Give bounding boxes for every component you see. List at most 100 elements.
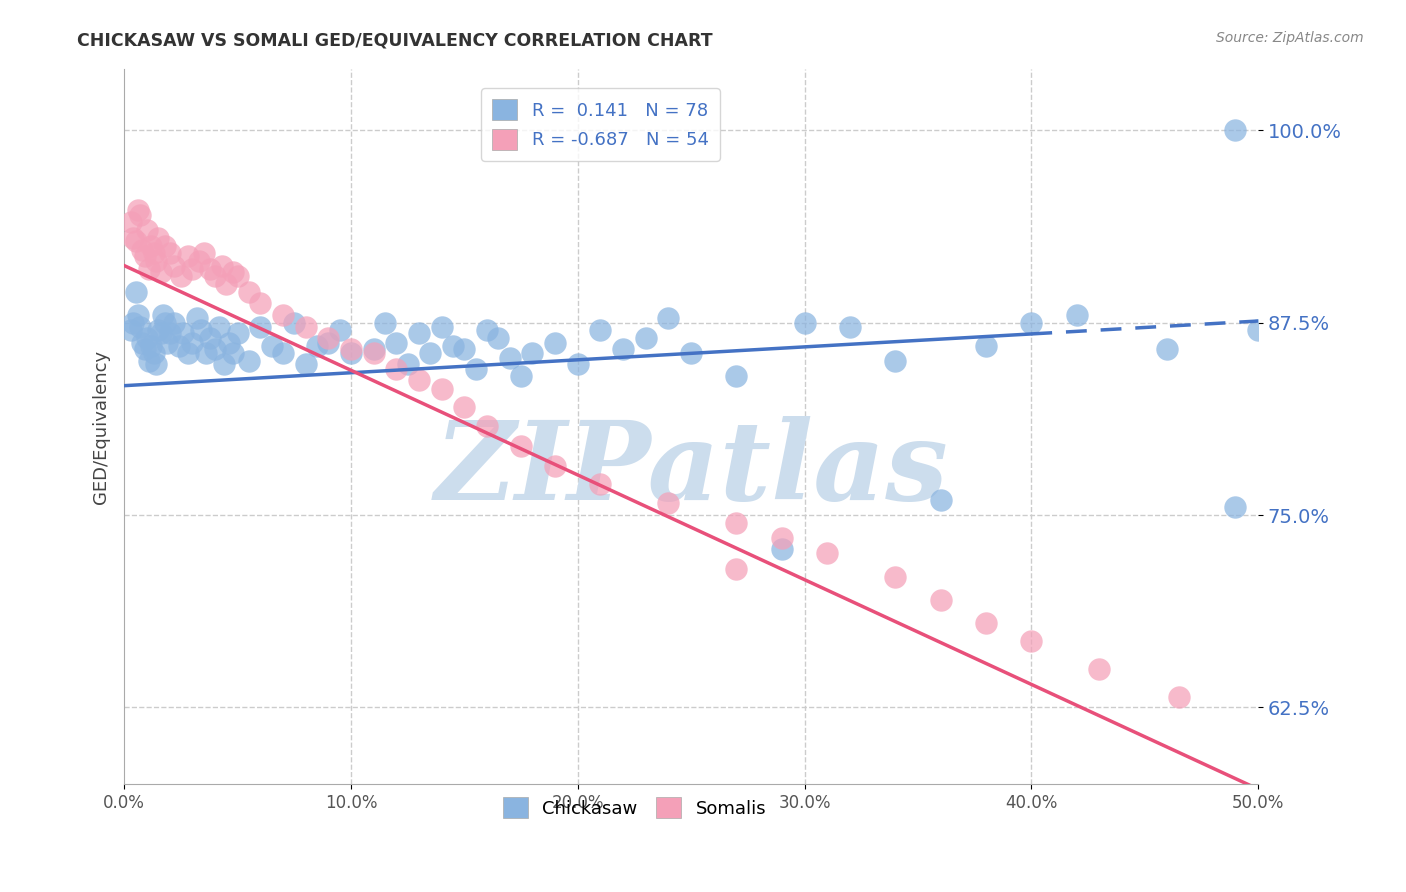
Point bbox=[374, 316, 396, 330]
Point bbox=[181, 335, 204, 350]
Point bbox=[145, 357, 167, 371]
Point bbox=[186, 310, 208, 325]
Point bbox=[145, 254, 167, 268]
Point bbox=[363, 346, 385, 360]
Point bbox=[260, 338, 283, 352]
Point bbox=[204, 269, 226, 284]
Point bbox=[167, 338, 190, 352]
Point bbox=[974, 615, 997, 630]
Point bbox=[1247, 323, 1270, 337]
Point bbox=[1066, 308, 1088, 322]
Point bbox=[340, 346, 363, 360]
Point bbox=[135, 223, 157, 237]
Point bbox=[1167, 690, 1189, 704]
Point bbox=[170, 269, 193, 284]
Point bbox=[134, 342, 156, 356]
Point bbox=[148, 323, 170, 337]
Point bbox=[589, 477, 612, 491]
Point bbox=[131, 335, 153, 350]
Point bbox=[294, 320, 316, 334]
Point bbox=[156, 335, 179, 350]
Point bbox=[193, 246, 215, 260]
Point bbox=[408, 372, 430, 386]
Point bbox=[441, 338, 464, 352]
Point bbox=[149, 265, 172, 279]
Point bbox=[153, 316, 176, 330]
Text: Source: ZipAtlas.com: Source: ZipAtlas.com bbox=[1216, 31, 1364, 45]
Point bbox=[884, 354, 907, 368]
Point bbox=[770, 541, 793, 556]
Point bbox=[141, 338, 163, 352]
Point bbox=[124, 234, 146, 248]
Point bbox=[363, 342, 385, 356]
Point bbox=[329, 323, 352, 337]
Point bbox=[120, 323, 142, 337]
Point bbox=[815, 547, 838, 561]
Point bbox=[657, 496, 679, 510]
Point bbox=[141, 238, 163, 252]
Point bbox=[163, 316, 186, 330]
Text: CHICKASAW VS SOMALI GED/EQUIVALENCY CORRELATION CHART: CHICKASAW VS SOMALI GED/EQUIVALENCY CORR… bbox=[77, 31, 713, 49]
Point bbox=[522, 346, 544, 360]
Point bbox=[152, 308, 174, 322]
Point bbox=[294, 357, 316, 371]
Point bbox=[138, 354, 160, 368]
Point bbox=[305, 338, 328, 352]
Point bbox=[222, 346, 245, 360]
Point bbox=[212, 357, 235, 371]
Point bbox=[929, 592, 952, 607]
Point bbox=[612, 342, 634, 356]
Point bbox=[589, 323, 612, 337]
Point bbox=[129, 208, 152, 222]
Point bbox=[190, 323, 212, 337]
Point bbox=[208, 320, 231, 334]
Point bbox=[419, 346, 441, 360]
Point bbox=[725, 369, 748, 384]
Point bbox=[634, 331, 657, 345]
Point bbox=[1019, 316, 1042, 330]
Point bbox=[148, 231, 170, 245]
Point bbox=[200, 331, 222, 345]
Point bbox=[725, 562, 748, 576]
Point bbox=[974, 338, 997, 352]
Point bbox=[430, 382, 453, 396]
Point bbox=[567, 357, 589, 371]
Point bbox=[430, 320, 453, 334]
Point bbox=[222, 265, 245, 279]
Point bbox=[318, 331, 340, 345]
Point bbox=[138, 261, 160, 276]
Legend: Chickasaw, Somalis: Chickasaw, Somalis bbox=[495, 790, 773, 825]
Point bbox=[475, 418, 498, 433]
Point bbox=[408, 326, 430, 341]
Y-axis label: GED/Equivalency: GED/Equivalency bbox=[93, 350, 110, 504]
Point bbox=[453, 401, 475, 415]
Point bbox=[657, 310, 679, 325]
Point bbox=[510, 439, 533, 453]
Point bbox=[218, 335, 240, 350]
Point bbox=[177, 249, 200, 263]
Point bbox=[929, 492, 952, 507]
Point bbox=[238, 285, 260, 299]
Point bbox=[510, 369, 533, 384]
Point bbox=[884, 569, 907, 583]
Point bbox=[1088, 662, 1111, 676]
Point bbox=[544, 458, 567, 473]
Point bbox=[283, 316, 305, 330]
Point bbox=[1156, 342, 1178, 356]
Point bbox=[122, 231, 145, 245]
Point bbox=[194, 346, 217, 360]
Point bbox=[340, 342, 363, 356]
Point bbox=[127, 308, 149, 322]
Point bbox=[838, 320, 860, 334]
Point bbox=[396, 357, 419, 371]
Point bbox=[226, 326, 249, 341]
Point bbox=[129, 320, 152, 334]
Point bbox=[249, 295, 271, 310]
Point bbox=[159, 326, 181, 341]
Point bbox=[226, 269, 249, 284]
Point bbox=[770, 531, 793, 545]
Point bbox=[181, 261, 204, 276]
Point bbox=[464, 361, 486, 376]
Point bbox=[1225, 123, 1247, 137]
Point bbox=[453, 342, 475, 356]
